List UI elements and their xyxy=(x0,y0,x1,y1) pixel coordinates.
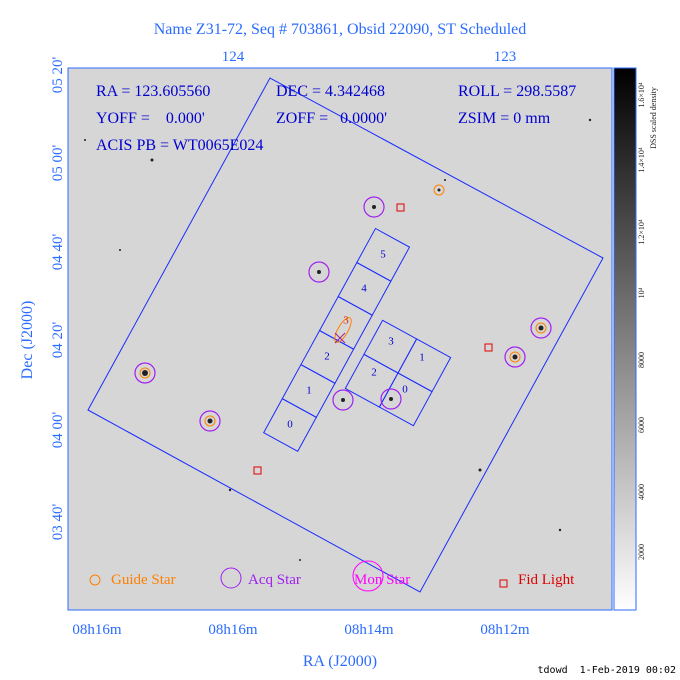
legend-label: Fid Light xyxy=(518,572,575,588)
colorbar-tick: 1.2×10⁴ xyxy=(637,219,646,245)
legend-icon xyxy=(89,574,101,586)
chip-label: 2 xyxy=(324,351,330,363)
bottom-tick-label: 08h14m xyxy=(344,622,394,638)
left-tick-label: 04 40' xyxy=(50,233,66,270)
colorbar xyxy=(613,67,637,611)
target-marker xyxy=(334,332,346,344)
info-ra: RA = 123.605560 xyxy=(96,83,210,100)
legend-icon xyxy=(499,579,508,588)
colorbar-tick: 10⁴ xyxy=(637,287,646,298)
info-zoff: ZOFF = 0.0000' xyxy=(276,110,387,127)
bottom-tick-label: 08h16m xyxy=(72,622,122,638)
colorbar-tick: 1.6×10⁴ xyxy=(637,82,646,108)
left-tick-label: 04 20' xyxy=(50,321,66,358)
chip-label: 0 xyxy=(402,384,408,396)
colorbar-tick: 8000 xyxy=(637,352,646,368)
chip-label: 3 xyxy=(343,315,349,327)
info-yoff: YOFF = 0.000' xyxy=(96,110,205,127)
acq-stars xyxy=(134,196,552,432)
chip-label: 2 xyxy=(371,367,377,379)
bottom-tick-label: 08h12m xyxy=(480,622,530,638)
x-axis-label: RA (J2000) xyxy=(303,653,377,670)
info-dec: DEC = 4.342468 xyxy=(276,83,385,100)
colorbar-tick: 2000 xyxy=(637,544,646,560)
chip-label: 5 xyxy=(380,249,386,261)
fid-lights xyxy=(253,203,493,475)
i-array xyxy=(344,319,452,427)
legend-label: Guide Star xyxy=(111,572,176,588)
legend-icon xyxy=(220,567,242,589)
colorbar-tick: 4000 xyxy=(637,484,646,500)
left-tick-label: 05 20' xyxy=(50,56,66,93)
colorbar-tick: 1.4×10⁴ xyxy=(637,147,646,173)
chip-label: 1 xyxy=(419,352,425,364)
colorbar-label: DSS scaled density xyxy=(649,87,658,149)
bottom-tick-label: 08h16m xyxy=(208,622,258,638)
guide-stars xyxy=(139,184,547,427)
top-tick-label: 123 xyxy=(494,49,517,65)
info-acis: ACIS PB = WT0065E024 xyxy=(96,137,263,154)
footer: tdowd 1-Feb-2019 00:02 xyxy=(538,665,676,676)
title: Name Z31-72, Seq # 703861, Obsid 22090, … xyxy=(154,21,527,38)
legend-label: Acq Star xyxy=(248,572,301,588)
left-tick-label: 05 00' xyxy=(50,144,66,181)
legend-icon xyxy=(352,560,384,592)
legend-label: Mon Star xyxy=(354,572,410,588)
left-tick-label: 03 40' xyxy=(50,503,66,540)
field-of-view xyxy=(87,77,604,593)
sky-image xyxy=(67,67,613,611)
chip-label: 4 xyxy=(361,283,367,295)
info-zsim: ZSIM = 0 mm xyxy=(458,110,551,127)
y-axis-label: Dec (J2000) xyxy=(19,301,36,380)
s-array xyxy=(262,227,411,453)
info-roll: ROLL = 298.5587 xyxy=(458,83,576,100)
left-tick-label: 04 00' xyxy=(50,411,66,448)
stars xyxy=(84,118,592,561)
top-tick-label: 124 xyxy=(222,49,245,65)
chip-label: 0 xyxy=(287,419,293,431)
colorbar-tick: 6000 xyxy=(637,417,646,433)
chip-label: 3 xyxy=(388,336,394,348)
chip-label: 1 xyxy=(306,385,312,397)
